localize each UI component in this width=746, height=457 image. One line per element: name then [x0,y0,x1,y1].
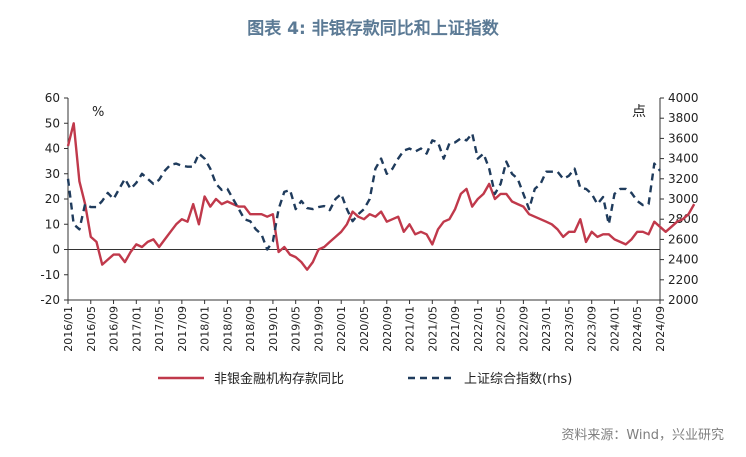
x-tick-label: 2022/05 [495,306,508,352]
x-tick-label: 2017/01 [130,306,143,352]
series-line-sse-index [66,132,661,251]
y-tick-label-right: 4000 [668,91,699,105]
series-line-deposit-yoy [66,122,696,271]
y-tick-label-right: 2000 [668,293,699,307]
x-tick-label: 2021/05 [426,306,439,352]
chart-title: 图表 4: 非银存款同比和上证指数 [247,19,499,39]
x-tick-label: 2024/05 [631,306,644,352]
legend-label-deposit-yoy: 非银金融机构存款同比 [214,371,344,387]
y-tick-label-right: 3600 [668,131,699,145]
legend-label-sse-index: 上证综合指数(rhs) [464,372,572,387]
y-tick-label-right: 2200 [668,273,699,287]
chart-lines [66,122,696,271]
x-tick-label: 2019/01 [267,306,280,352]
left-axis-unit: % [92,105,104,120]
x-tick-label: 2020/09 [381,306,394,352]
chart-axes: -20-100102030405060200022002400260028003… [40,91,698,352]
y-tick-label-left: -20 [40,293,60,307]
x-tick-label: 2018/01 [199,306,212,352]
x-tick-label: 2016/09 [108,306,121,352]
x-tick-label: 2017/09 [176,306,189,352]
y-tick-label-left: 40 [45,142,60,156]
y-tick-label-left: 20 [45,192,60,206]
y-tick-label-right: 3200 [668,172,699,186]
x-tick-label: 2021/09 [449,306,462,352]
y-tick-label-right: 3400 [668,152,699,166]
x-tick-label: 2021/01 [404,306,417,352]
x-tick-label: 2018/09 [244,306,257,352]
right-axis-unit: 点 [632,104,646,120]
x-tick-label: 2020/05 [358,306,371,352]
x-tick-label: 2023/09 [586,306,599,352]
x-tick-label: 2023/01 [540,306,553,352]
y-tick-label-right: 3000 [668,192,699,206]
source-note: 资料来源：Wind，兴业研究 [561,428,724,443]
y-tick-label-left: 0 [52,243,60,257]
y-tick-label-left: 10 [45,217,60,231]
x-tick-label: 2017/05 [153,306,166,352]
x-tick-label: 2024/09 [654,306,667,352]
x-tick-label: 2020/01 [335,306,348,352]
x-tick-label: 2016/05 [85,306,98,352]
y-tick-label-right: 2400 [668,253,699,267]
y-tick-label-left: 50 [45,116,60,130]
y-tick-label-right: 3800 [668,111,699,125]
y-tick-label-right: 2600 [668,232,699,246]
x-tick-label: 2022/01 [472,306,485,352]
x-tick-label: 2019/05 [290,306,303,352]
x-tick-label: 2019/09 [312,306,325,352]
x-tick-label: 2018/05 [221,306,234,352]
x-tick-label: 2024/01 [608,306,621,352]
y-tick-label-left: 60 [45,91,60,105]
x-tick-label: 2016/01 [62,306,75,352]
chart-legend: 非银金融机构存款同比 上证综合指数(rhs) [158,371,572,387]
y-tick-label-left: -10 [40,268,60,282]
x-tick-label: 2022/09 [517,306,530,352]
x-tick-label: 2023/05 [563,306,576,352]
y-tick-label-left: 30 [45,167,60,181]
